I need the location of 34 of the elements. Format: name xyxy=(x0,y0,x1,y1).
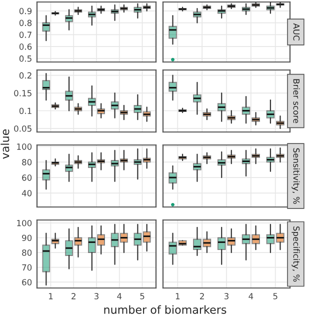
x-tick-label: 2 xyxy=(72,293,76,300)
text: AUC xyxy=(293,23,300,40)
y-tick-label: 0.9 xyxy=(19,8,32,14)
text: Specificity, % xyxy=(292,226,300,282)
y-tick-label: 100 xyxy=(17,144,32,150)
y-tick-label: 70 xyxy=(22,264,32,271)
y-tick-label: 60 xyxy=(22,174,32,181)
x-tick-label: 4 xyxy=(248,293,254,300)
y-tick-label: 0.8 xyxy=(19,20,32,26)
text: Brier score xyxy=(293,79,300,124)
y-tick-label: 0.15 xyxy=(14,90,32,96)
y-tick-label: 40 xyxy=(22,190,32,196)
y-tick-label: 0.5 xyxy=(19,55,32,62)
x-tick-label: 2 xyxy=(200,293,204,300)
y-tick-label: 0.1 xyxy=(19,108,32,114)
x-tick-label: 5 xyxy=(273,293,278,300)
y-tick-label: 90 xyxy=(22,234,32,242)
y-tick-label: 0.7 xyxy=(19,32,32,38)
x-tick-label: 3 xyxy=(224,293,228,300)
x-tick-label: 3 xyxy=(94,293,98,300)
y-axis-title: value xyxy=(0,129,10,159)
y-tick-label: 60 xyxy=(22,279,32,286)
x-tick-label: 1 xyxy=(48,293,53,300)
x-axis-title: number of biomarkers xyxy=(104,305,226,314)
x-tick-label: 4 xyxy=(117,293,122,300)
y-tick-label: 80 xyxy=(22,159,32,166)
y-tick-label: 0.2 xyxy=(19,72,32,79)
x-tick-label: 1 xyxy=(176,293,180,300)
y-tick-label: 100 xyxy=(17,220,32,226)
y-tick-label: 0.6 xyxy=(19,44,32,50)
x-tick-label: 5 xyxy=(140,293,144,300)
y-tick-label: 0.05 xyxy=(14,125,32,132)
text: Sensitivity, % xyxy=(292,148,300,204)
y-tick-label: 80 xyxy=(22,250,32,256)
